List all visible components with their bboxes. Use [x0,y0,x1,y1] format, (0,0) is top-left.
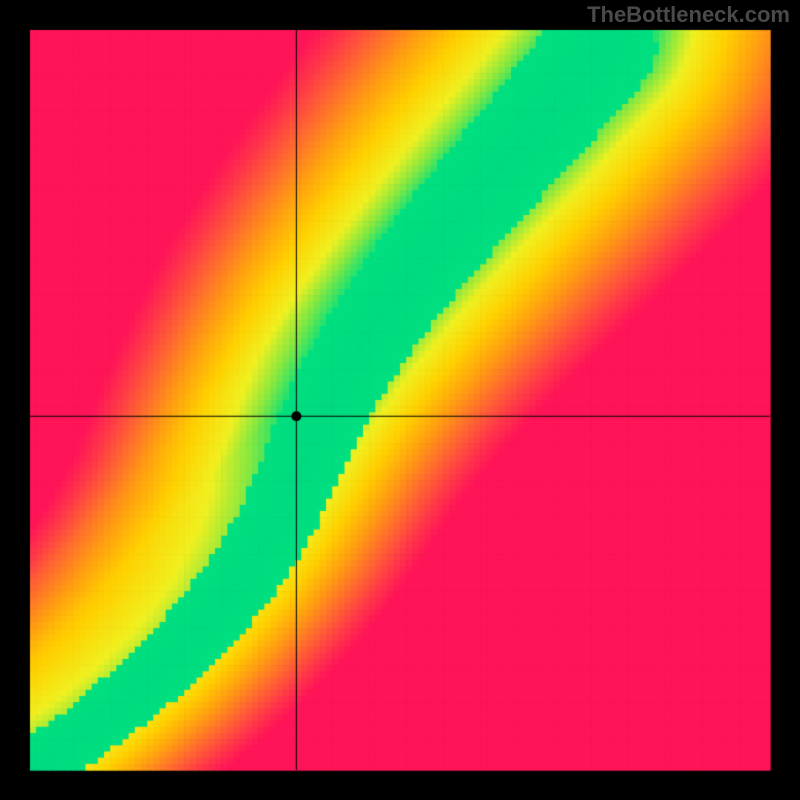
chart-container: TheBottleneck.com [0,0,800,800]
watermark-label: TheBottleneck.com [587,2,790,28]
heatmap-canvas [0,0,800,800]
